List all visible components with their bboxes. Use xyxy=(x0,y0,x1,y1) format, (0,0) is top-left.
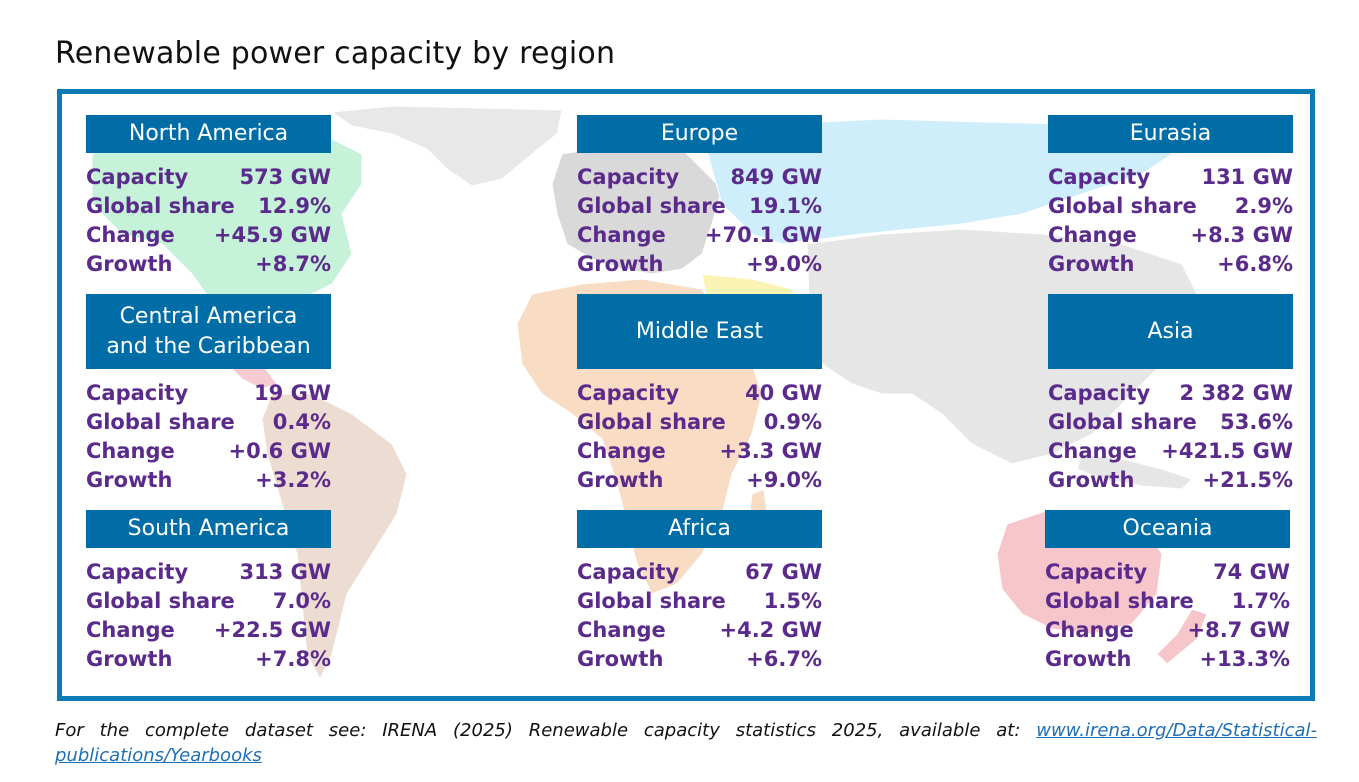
stat-row-share: Global share 53.6% xyxy=(1048,410,1293,434)
stat-row-capacity: Capacity 313 GW xyxy=(86,560,331,584)
stat-row-change: Change +4.2 GW xyxy=(577,618,822,642)
stat-row-share: Global share 1.5% xyxy=(577,589,822,613)
region-stats: Capacity 131 GW Global share 2.9% Change +8… xyxy=(1048,163,1293,279)
region-stats: Capacity 573 GW Global share 12.9% Change +… xyxy=(86,163,331,279)
stat-row-capacity: Capacity 19 GW xyxy=(86,381,331,405)
stat-row-change: Change +0.6 GW xyxy=(86,439,331,463)
stat-row-change: Change +8.7 GW xyxy=(1045,618,1290,642)
region-south-america: South America Capacity 313 GW Global shar… xyxy=(86,510,331,674)
stat-row-share: Global share 19.1% xyxy=(577,194,822,218)
region-africa: Africa Capacity 67 GW Global share 1.5% Ch… xyxy=(577,510,822,674)
region-asia: Asia Capacity 2 382 GW Global share 53.6% … xyxy=(1048,294,1293,495)
stat-row-capacity: Capacity 74 GW xyxy=(1045,560,1290,584)
stat-row-capacity: Capacity 573 GW xyxy=(86,165,331,189)
stat-row-change: Change +45.9 GW xyxy=(86,223,331,247)
map-frame: North America Capacity 573 GW Global shar… xyxy=(57,89,1315,701)
stat-row-share: Global share 1.7% xyxy=(1045,589,1290,613)
stat-row-change: Change +421.5 GW xyxy=(1048,439,1293,463)
stat-row-capacity: Capacity 849 GW xyxy=(577,165,822,189)
region-eurasia: Eurasia Capacity 131 GW Global share 2.9% … xyxy=(1048,115,1293,279)
region-stats: Capacity 19 GW Global share 0.4% Change +0.… xyxy=(86,379,331,495)
stat-row-growth: Growth +6.7% xyxy=(577,647,822,671)
stat-row-change: Change +22.5 GW xyxy=(86,618,331,642)
region-header: Asia xyxy=(1048,294,1293,369)
stat-row-growth: Growth +13.3% xyxy=(1045,647,1290,671)
stat-row-change: Change +70.1 GW xyxy=(577,223,822,247)
region-header: Eurasia xyxy=(1048,115,1293,153)
stat-row-capacity: Capacity 40 GW xyxy=(577,381,822,405)
region-stats: Capacity 313 GW Global share 7.0% Change +2… xyxy=(86,558,331,674)
stat-row-change: Change +8.3 GW xyxy=(1048,223,1293,247)
region-header: South America xyxy=(86,510,331,548)
stat-row-share: Global share 0.9% xyxy=(577,410,822,434)
page-title: Renewable power capacity by region xyxy=(55,36,616,71)
stat-row-change: Change +3.3 GW xyxy=(577,439,822,463)
region-stats: Capacity 40 GW Global share 0.9% Change +3.… xyxy=(577,379,822,495)
stat-row-growth: Growth +9.0% xyxy=(577,252,822,276)
stat-row-share: Global share 0.4% xyxy=(86,410,331,434)
region-stats: Capacity 67 GW Global share 1.5% Change +4.… xyxy=(577,558,822,674)
stat-row-growth: Growth +7.8% xyxy=(86,647,331,671)
region-central-america: Central America and the Caribbean Capaci… xyxy=(86,294,331,495)
region-header: Europe xyxy=(577,115,822,153)
source-footnote: For the complete dataset see: IRENA (202… xyxy=(55,718,1317,768)
region-stats: Capacity 2 382 GW Global share 53.6% Chang… xyxy=(1048,379,1293,495)
stat-row-share: Global share 12.9% xyxy=(86,194,331,218)
region-middle-east: Middle East Capacity 40 GW Global share 0.… xyxy=(577,294,822,495)
stat-row-growth: Growth +21.5% xyxy=(1048,468,1293,492)
region-header: Oceania xyxy=(1045,510,1290,548)
stat-row-capacity: Capacity 131 GW xyxy=(1048,165,1293,189)
region-header: North America xyxy=(86,115,331,153)
region-europe: Europe Capacity 849 GW Global share 19.1% … xyxy=(577,115,822,279)
stat-row-growth: Growth +8.7% xyxy=(86,252,331,276)
stat-row-capacity: Capacity 67 GW xyxy=(577,560,822,584)
region-header: Central America and the Caribbean xyxy=(86,294,331,369)
stat-row-share: Global share 2.9% xyxy=(1048,194,1293,218)
stat-row-growth: Growth +9.0% xyxy=(577,468,822,492)
region-stats: Capacity 849 GW Global share 19.1% Change +… xyxy=(577,163,822,279)
dataset-link[interactable]: www.irena.org/Data/Statistical-publicati… xyxy=(55,720,1317,766)
region-header: Middle East xyxy=(577,294,822,369)
region-header: Africa xyxy=(577,510,822,548)
region-oceania: Oceania Capacity 74 GW Global share 1.7% C… xyxy=(1045,510,1290,674)
footnote-text: For the complete dataset see: IRENA (202… xyxy=(55,720,1021,741)
stat-row-capacity: Capacity 2 382 GW xyxy=(1048,381,1293,405)
stat-row-growth: Growth +3.2% xyxy=(86,468,331,492)
stat-row-growth: Growth +6.8% xyxy=(1048,252,1293,276)
stat-row-share: Global share 7.0% xyxy=(86,589,331,613)
region-north-america: North America Capacity 573 GW Global shar… xyxy=(86,115,331,279)
region-stats: Capacity 74 GW Global share 1.7% Change +8.… xyxy=(1045,558,1290,674)
